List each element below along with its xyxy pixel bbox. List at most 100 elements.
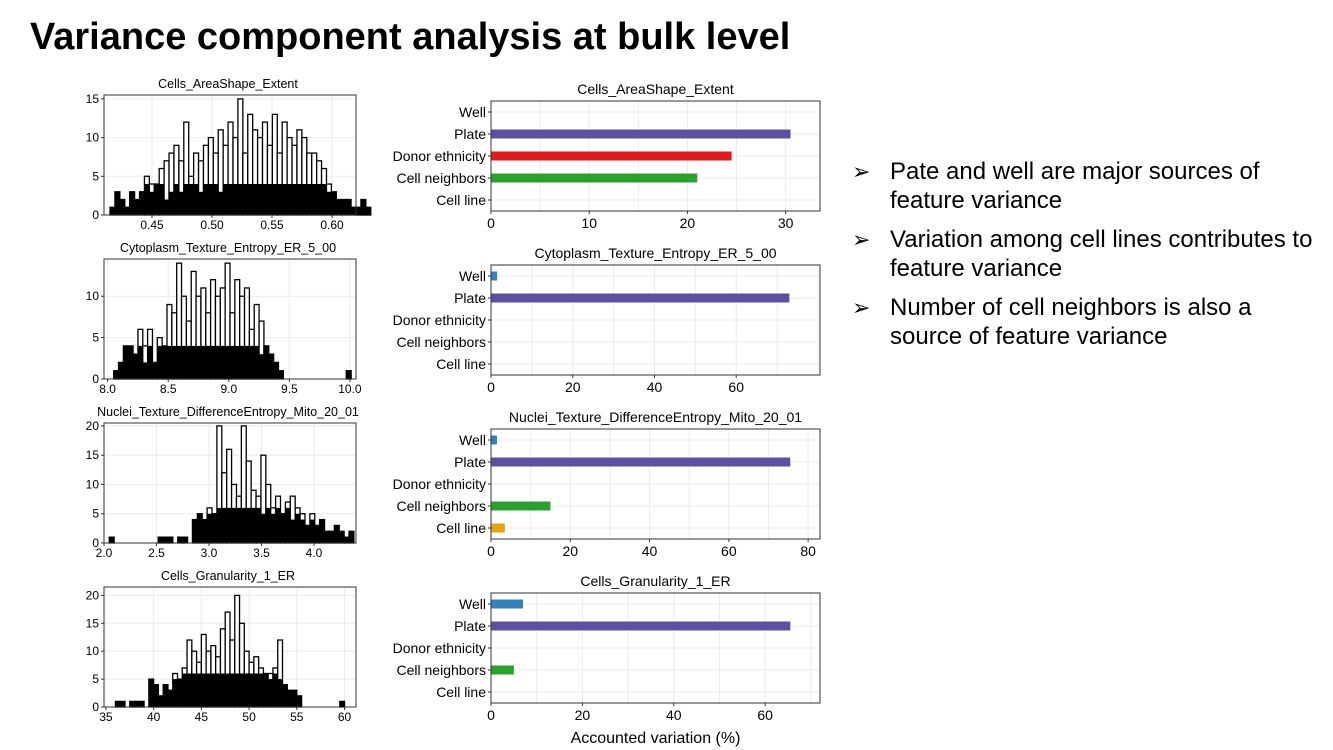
x-tick-label: 0 <box>487 707 495 723</box>
histogram-bar-filled <box>237 184 243 215</box>
histogram-bar-filled <box>134 701 140 707</box>
histogram-bar-filled <box>163 684 168 707</box>
histogram-bar-filled <box>296 184 302 215</box>
histogram-bar-filled <box>193 184 199 215</box>
variance-bar <box>491 523 505 533</box>
histogram-bar-filled <box>167 345 172 379</box>
x-tick-label: 50 <box>242 710 256 724</box>
x-tick-label: 2.5 <box>148 546 165 560</box>
histogram-bar-filled <box>171 345 177 379</box>
histogram-bar-filled <box>304 525 310 543</box>
histogram-bar-filled <box>262 184 268 215</box>
y-tick-label: 10 <box>86 477 100 491</box>
histogram-bar-filled <box>301 184 307 215</box>
histogram-bar-filled <box>339 701 345 707</box>
histogram-bar-filled <box>272 673 278 707</box>
panel-border <box>490 100 821 212</box>
histogram-bar-filled <box>230 345 235 379</box>
category-label: Donor ethnicity <box>393 640 486 656</box>
histogram-bar-filled <box>258 673 264 707</box>
histogram-bar-filled <box>220 345 226 379</box>
variance-bar <box>491 129 791 139</box>
histogram-bar-filled <box>137 345 143 379</box>
histogram-bar-filled <box>268 679 273 707</box>
slide-title: Variance component analysis at bulk leve… <box>30 16 791 58</box>
x-tick-label: 55 <box>290 710 304 724</box>
bullet-text: Number of cell neighbors is also a sourc… <box>890 294 1252 350</box>
histogram-bar-filled <box>244 345 250 379</box>
category-label: Plate <box>454 454 486 470</box>
category-label: Donor ethnicity <box>393 148 486 164</box>
histogram-bar-filled <box>329 531 335 543</box>
chart-title: Nuclei_Texture_DifferenceEntropy_Mito_20… <box>509 409 802 425</box>
x-tick-label: 80 <box>800 543 816 559</box>
histogram-panel: 0.45 0.50 0.55 0.60 0 5 10 15 Cells_AreaShape_Ex… <box>86 77 372 232</box>
histogram-bar-filled <box>314 525 320 543</box>
histogram-bar-filled <box>124 207 130 215</box>
histogram-bar-filled <box>241 507 247 543</box>
category-label: Cell neighbors <box>397 662 487 678</box>
histogram-bar-filled <box>109 537 115 543</box>
histogram-bar-filled <box>285 507 291 543</box>
histogram-bar-filled <box>272 184 278 215</box>
histogram-bar-filled <box>115 701 121 707</box>
x-tick-label: 20 <box>565 379 581 395</box>
histogram-bar-filled <box>153 684 159 707</box>
histogram-bar-filled <box>218 191 224 215</box>
y-tick-label: 20 <box>86 588 100 602</box>
panel-border <box>103 422 357 544</box>
x-tick-label: 0.60 <box>320 218 344 232</box>
histogram-bar-filled <box>236 507 242 543</box>
arrow-bullet-icon: ➢ <box>852 295 871 320</box>
histogram-bar-filled <box>178 191 184 215</box>
histogram-bar-filled <box>252 184 258 215</box>
histogram-bar-filled <box>191 673 197 707</box>
histogram-bar-filled <box>311 184 317 215</box>
x-tick-label: 9.5 <box>281 382 298 396</box>
x-tick-label: 2.0 <box>96 546 113 560</box>
bullet-text: Variation among cell lines contributes t… <box>890 226 1313 282</box>
histogram-bar-filled <box>176 345 182 379</box>
y-tick-label: 5 <box>92 507 99 521</box>
histogram-bar-filled <box>254 345 260 379</box>
y-tick-label: 15 <box>86 448 100 462</box>
histogram-bar-filled <box>249 345 255 379</box>
variance-bar <box>491 501 551 511</box>
bullet-item: ➢ Variation among cell lines contributes… <box>852 225 1322 283</box>
histogram-bar-filled <box>159 184 165 215</box>
chart-title: Cytoplasm_Texture_Entropy_ER_5_00 <box>534 245 776 261</box>
histogram-bar-filled <box>177 537 183 543</box>
histogram-bar-filled <box>147 345 153 379</box>
category-label: Donor ethnicity <box>393 312 486 328</box>
histogram-bar-filled <box>247 184 253 215</box>
histogram-bar-filled <box>300 519 305 543</box>
histogram-bar-filled <box>188 184 194 215</box>
histogram-bar-filled <box>331 191 337 215</box>
chart-title: Cytoplasm_Texture_Entropy_ER_5_00 <box>120 241 336 255</box>
x-tick-label: 3.5 <box>253 546 270 560</box>
histogram-bar-filled <box>239 673 245 707</box>
histogram-bar-filled <box>346 199 352 215</box>
histogram-bar-filled <box>356 207 361 215</box>
histogram-bar-filled <box>253 673 259 707</box>
histogram-bar-filled <box>244 673 250 707</box>
histogram-bar-filled <box>346 370 352 379</box>
x-tick-label: 10.0 <box>338 382 362 396</box>
histogram-bar-filled <box>142 362 148 379</box>
histogram-bar-filled <box>268 354 274 379</box>
histogram-panel: 35 40 45 50 55 60 0 5 10 15 20 Cells_Granularity_1_… <box>86 569 357 724</box>
histogram-bar-filled <box>242 184 248 215</box>
x-tick-label: 0 <box>487 543 495 559</box>
histogram-bar-filled <box>306 184 312 215</box>
histogram-bar-filled <box>182 673 188 707</box>
histogram-bar-filled <box>118 362 124 379</box>
histogram-bar-filled <box>163 537 168 543</box>
category-label: Well <box>459 596 486 612</box>
histogram-bar-filled <box>334 525 340 543</box>
histogram-bar-filled <box>225 673 230 707</box>
histogram-bar-filled <box>187 673 192 707</box>
histogram-bar-filled <box>152 362 158 379</box>
x-tick-label: 60 <box>338 710 352 724</box>
y-tick-label: 5 <box>92 169 99 183</box>
